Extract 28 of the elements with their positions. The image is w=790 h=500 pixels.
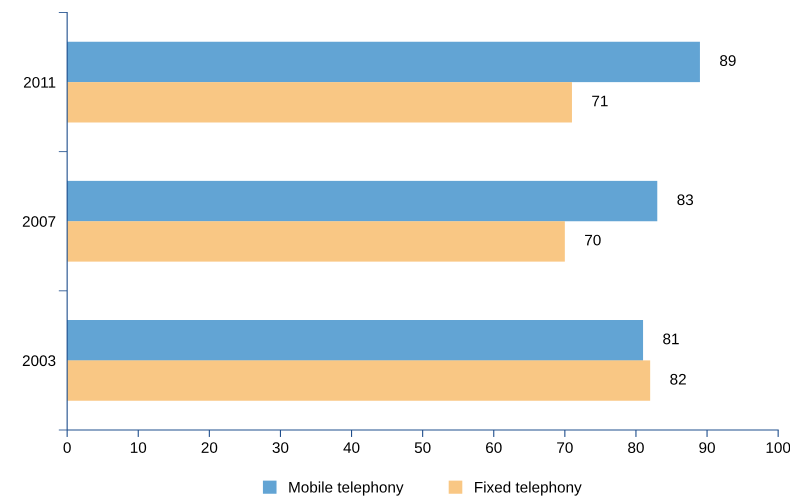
x-tick-label: 80	[628, 442, 644, 454]
x-tick-label: 40	[343, 442, 360, 454]
x-tick-label: 60	[486, 442, 502, 454]
x-tick-label: 70	[557, 442, 573, 454]
x-tick-label: 50	[414, 442, 431, 454]
y-tick-label: 2011	[24, 76, 56, 88]
data-label: 81	[663, 334, 679, 344]
data-label: 83	[677, 194, 694, 206]
y-tick-label: 2003	[22, 355, 56, 366]
x-tick-label: 90	[699, 442, 715, 454]
bar	[67, 82, 572, 122]
data-label: 89	[720, 55, 736, 66]
bar	[67, 360, 650, 401]
x-tick-label: 30	[272, 442, 288, 454]
legend-label: Mobile telephony	[289, 481, 404, 496]
bar	[67, 42, 700, 82]
x-tick-label: 10	[130, 442, 146, 454]
x-tick-label: 100	[766, 442, 790, 454]
x-tick-label: 0	[64, 442, 71, 454]
data-label: 71	[592, 96, 608, 106]
bar	[67, 221, 565, 262]
data-label: 82	[670, 374, 686, 385]
data-label: 70	[585, 234, 601, 246]
legend-label: Fixed telephony	[475, 481, 582, 496]
y-tick-label: 2007	[22, 216, 56, 227]
bar	[67, 180, 658, 222]
bar	[67, 320, 644, 360]
x-tick-label: 20	[202, 442, 218, 454]
